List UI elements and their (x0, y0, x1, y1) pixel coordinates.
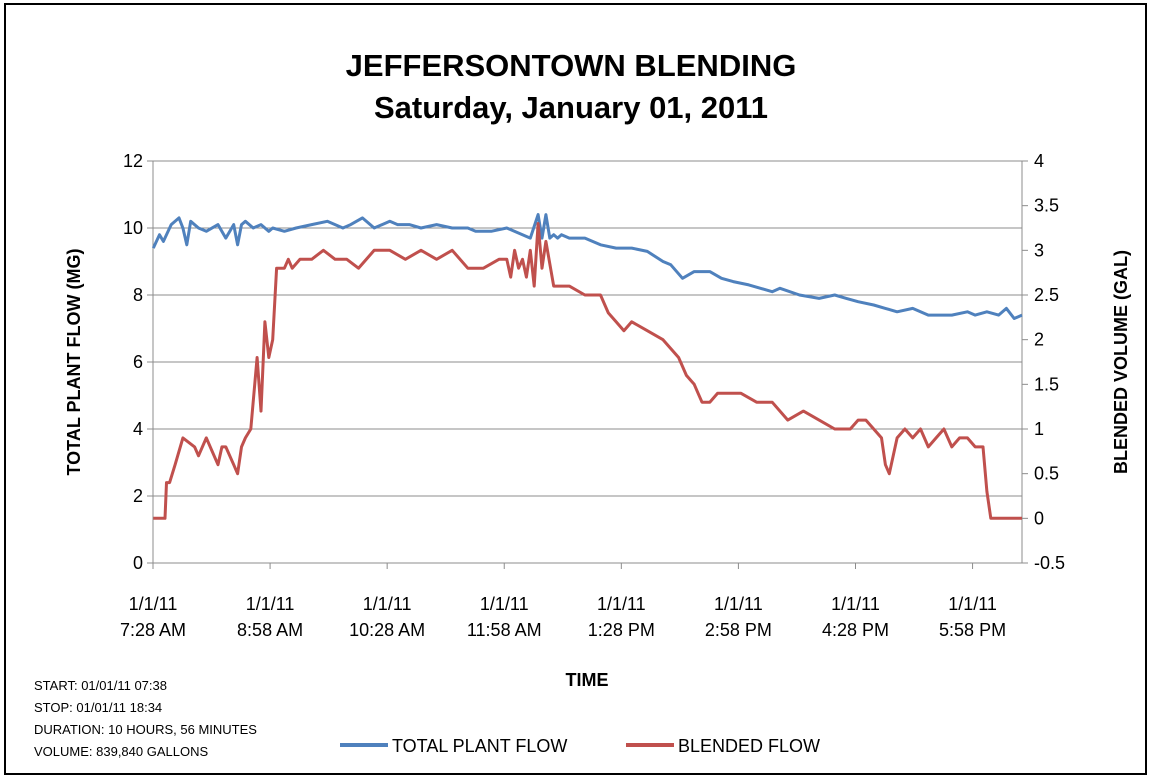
left-tick-label: 10 (123, 218, 143, 238)
y2-axis-title: BLENDED VOLUME (GAL) (1111, 250, 1131, 474)
left-tick-label: 12 (123, 151, 143, 171)
left-axis-ticks: 0 2 4 6 8 10 12 (123, 151, 143, 573)
right-tick-label: 2 (1034, 330, 1044, 350)
right-tick-label: 4 (1034, 151, 1044, 171)
x-axis-ticks: 1/1/11 7:28 AM 1/1/11 8:58 AM 1/1/11 10:28 AM… (120, 594, 1006, 640)
chart-border (4, 3, 1147, 775)
x-tick-date: 1/1/11 (129, 594, 178, 614)
summary-volume: VOLUME: 839,840 GALLONS (34, 744, 208, 759)
left-tick-label: 4 (133, 419, 143, 439)
right-tick-label: 3 (1034, 240, 1044, 260)
x-tick-date: 1/1/11 (246, 594, 295, 614)
series-line-blended-flow (153, 222, 1022, 520)
x-tick-time: 11:58 AM (467, 620, 542, 640)
legend-label-blended-flow: BLENDED FLOW (678, 736, 820, 756)
series-line-total-plant-flow (151, 213, 1023, 320)
x-tick-time: 5:58 PM (939, 620, 1006, 640)
right-tick-label: 1 (1034, 419, 1044, 439)
axes (147, 160, 1028, 569)
left-tick-label: 6 (133, 352, 143, 372)
x-tick-time: 2:58 PM (705, 620, 772, 640)
x-tick-date: 1/1/11 (714, 594, 763, 614)
x-axis-title: TIME (566, 670, 609, 690)
chart-subtitle: Saturday, January 01, 2011 (374, 90, 768, 125)
left-tick-label: 8 (133, 285, 143, 305)
right-tick-label: -0.5 (1034, 553, 1065, 573)
x-tick-date: 1/1/11 (948, 594, 997, 614)
x-tick-time: 4:28 PM (822, 620, 889, 640)
left-tick-label: 2 (133, 486, 143, 506)
x-tick-date: 1/1/11 (480, 594, 529, 614)
x-tick-date: 1/1/11 (363, 594, 412, 614)
right-tick-label: 1.5 (1034, 374, 1059, 394)
x-tick-time: 8:58 AM (237, 620, 303, 640)
x-tick-time: 10:28 AM (349, 620, 425, 640)
summary-duration: DURATION: 10 HOURS, 56 MINUTES (34, 722, 257, 737)
summary-start: START: 01/01/11 07:38 (34, 678, 167, 693)
legend-label-total-plant-flow: TOTAL PLANT FLOW (392, 736, 567, 756)
right-axis-ticks: -0.5 0 0.5 1 1.5 2 2.5 3 3.5 4 (1034, 151, 1065, 573)
x-tick-date: 1/1/11 (831, 594, 880, 614)
right-tick-label: 3.5 (1034, 196, 1059, 216)
right-tick-label: 0.5 (1034, 464, 1059, 484)
summary-stop: STOP: 01/01/11 18:34 (34, 700, 162, 715)
series-lines (151, 213, 1023, 520)
x-tick-time: 1:28 PM (588, 620, 655, 640)
right-tick-label: 2.5 (1034, 285, 1059, 305)
y-axis-title: TOTAL PLANT FLOW (MG) (64, 249, 84, 476)
legend: TOTAL PLANT FLOW BLENDED FLOW (340, 736, 820, 756)
x-tick-time: 7:28 AM (120, 620, 186, 640)
right-tick-label: 0 (1034, 508, 1044, 528)
chart-title: JEFFERSONTOWN BLENDING (346, 48, 797, 83)
left-tick-label: 0 (133, 553, 143, 573)
x-tick-date: 1/1/11 (597, 594, 646, 614)
